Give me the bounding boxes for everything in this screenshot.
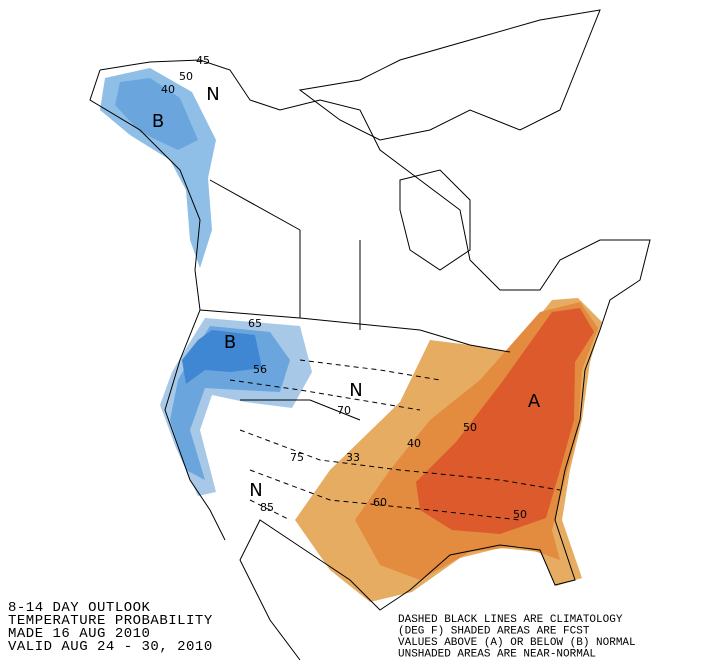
contour-label: 70 [337, 404, 351, 417]
below-normal-alaska-inner [115, 78, 198, 150]
coastlines [89, 9, 651, 661]
contour-label: 56 [253, 363, 267, 376]
legend-note-line: (DEG F) SHADED AREAS ARE FCST [398, 626, 590, 638]
borders [199, 179, 511, 421]
region-label: A [528, 391, 541, 412]
legend-note-line: VALUES ABOVE (A) OR BELOW (B) NORMAL [398, 637, 636, 649]
coast-west [99, 59, 651, 661]
above-normal-inner [416, 308, 594, 534]
contour-label: 50 [513, 508, 527, 521]
contour-label: 40 [407, 437, 421, 450]
contour-label: 60 [373, 496, 387, 509]
region-label: N [249, 480, 262, 501]
contour-label: 40 [161, 83, 175, 96]
caption-line: 8-14 DAY OUTLOOK [8, 600, 151, 616]
shading [100, 68, 602, 602]
arctic-islands [298, 9, 601, 141]
legend-note-line: DASHED BLACK LINES ARE CLIMATOLOGY [398, 614, 623, 626]
region-label: N [349, 380, 362, 401]
region-label: B [152, 111, 164, 132]
caption-line: VALID AUG 24 - 30, 2010 [8, 639, 213, 655]
contour-label: 50 [463, 421, 477, 434]
legend-note-line: UNSHADED AREAS ARE NEAR-NORMAL [398, 649, 596, 661]
region-label: B [224, 332, 236, 353]
coast-pacific [89, 69, 226, 541]
caption-line: TEMPERATURE PROBABILITY [8, 613, 213, 629]
contour-label: 65 [248, 317, 262, 330]
contour-label: 75 [290, 451, 304, 464]
region-label: N [206, 84, 219, 105]
caption-line: MADE 16 AUG 2010 [8, 626, 150, 642]
climatology-lines [229, 359, 561, 521]
contour-label: 85 [260, 501, 274, 514]
contour-label: 45 [196, 54, 210, 67]
below-normal-west-inner [182, 330, 262, 384]
contour-label: 50 [179, 70, 193, 83]
hudson-bay [399, 169, 471, 271]
contour-label: 33 [346, 451, 360, 464]
